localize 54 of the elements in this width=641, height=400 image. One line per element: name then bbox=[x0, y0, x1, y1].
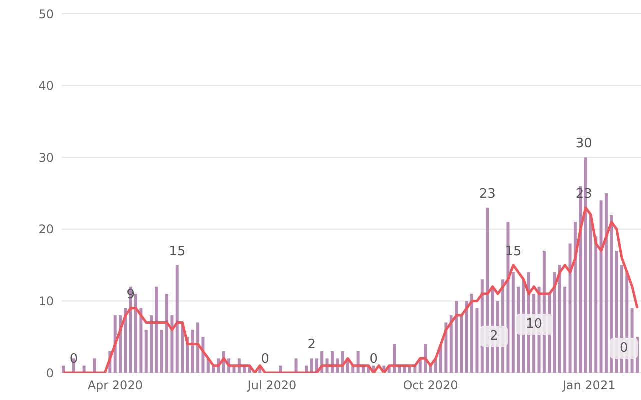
bar bbox=[196, 322, 200, 373]
annotation: 30 bbox=[576, 136, 592, 152]
bar bbox=[160, 330, 164, 373]
annotation: 0 bbox=[261, 352, 270, 367]
annotation: 0 bbox=[70, 352, 78, 367]
y-tick-label: 0 bbox=[46, 366, 54, 380]
bar bbox=[568, 244, 572, 373]
line-series bbox=[62, 206, 639, 373]
bar bbox=[558, 265, 562, 373]
bar bbox=[450, 316, 453, 373]
bar bbox=[594, 236, 598, 373]
bar bbox=[553, 272, 556, 373]
y-tick-label: 40 bbox=[38, 79, 54, 94]
y-tick-label: 20 bbox=[38, 222, 54, 237]
bar bbox=[465, 301, 468, 373]
bar bbox=[455, 301, 458, 373]
annotation: 0 bbox=[610, 338, 638, 359]
bar bbox=[150, 316, 154, 373]
y-tick-label: 50 bbox=[38, 7, 54, 22]
bar bbox=[134, 294, 138, 373]
bar bbox=[170, 316, 174, 373]
bar bbox=[574, 222, 577, 373]
bar bbox=[604, 194, 608, 373]
x-tick-label: Jan 2021 bbox=[562, 378, 616, 393]
bar bbox=[310, 358, 314, 373]
bar bbox=[176, 265, 179, 373]
bar bbox=[93, 358, 96, 373]
bar bbox=[294, 358, 298, 373]
annotation: 15 bbox=[169, 244, 186, 260]
bar bbox=[140, 308, 143, 373]
x-tick-label: Apr 2020 bbox=[88, 378, 143, 393]
bar bbox=[476, 308, 479, 373]
annotation: 10 bbox=[516, 314, 553, 335]
bar bbox=[589, 215, 592, 373]
bar bbox=[155, 286, 158, 373]
bar bbox=[166, 294, 169, 373]
bar bbox=[512, 272, 515, 373]
bar bbox=[124, 308, 128, 373]
y-tick-label: 10 bbox=[38, 294, 54, 308]
bar bbox=[191, 330, 194, 373]
bar bbox=[470, 294, 474, 373]
bar bbox=[62, 366, 66, 373]
annotation: 23 bbox=[479, 186, 496, 202]
bar bbox=[129, 286, 132, 373]
x-tick-label: Jul 2020 bbox=[246, 378, 297, 393]
x-tick-label: Oct 2020 bbox=[403, 378, 458, 393]
annotation: 0 bbox=[370, 352, 378, 367]
bar bbox=[564, 286, 567, 373]
bar bbox=[460, 316, 464, 373]
bar bbox=[600, 200, 603, 373]
y-tick-label: 30 bbox=[38, 150, 54, 165]
annotation: 2 bbox=[480, 326, 508, 347]
annotation: 2 bbox=[308, 338, 316, 353]
bar bbox=[144, 330, 148, 373]
